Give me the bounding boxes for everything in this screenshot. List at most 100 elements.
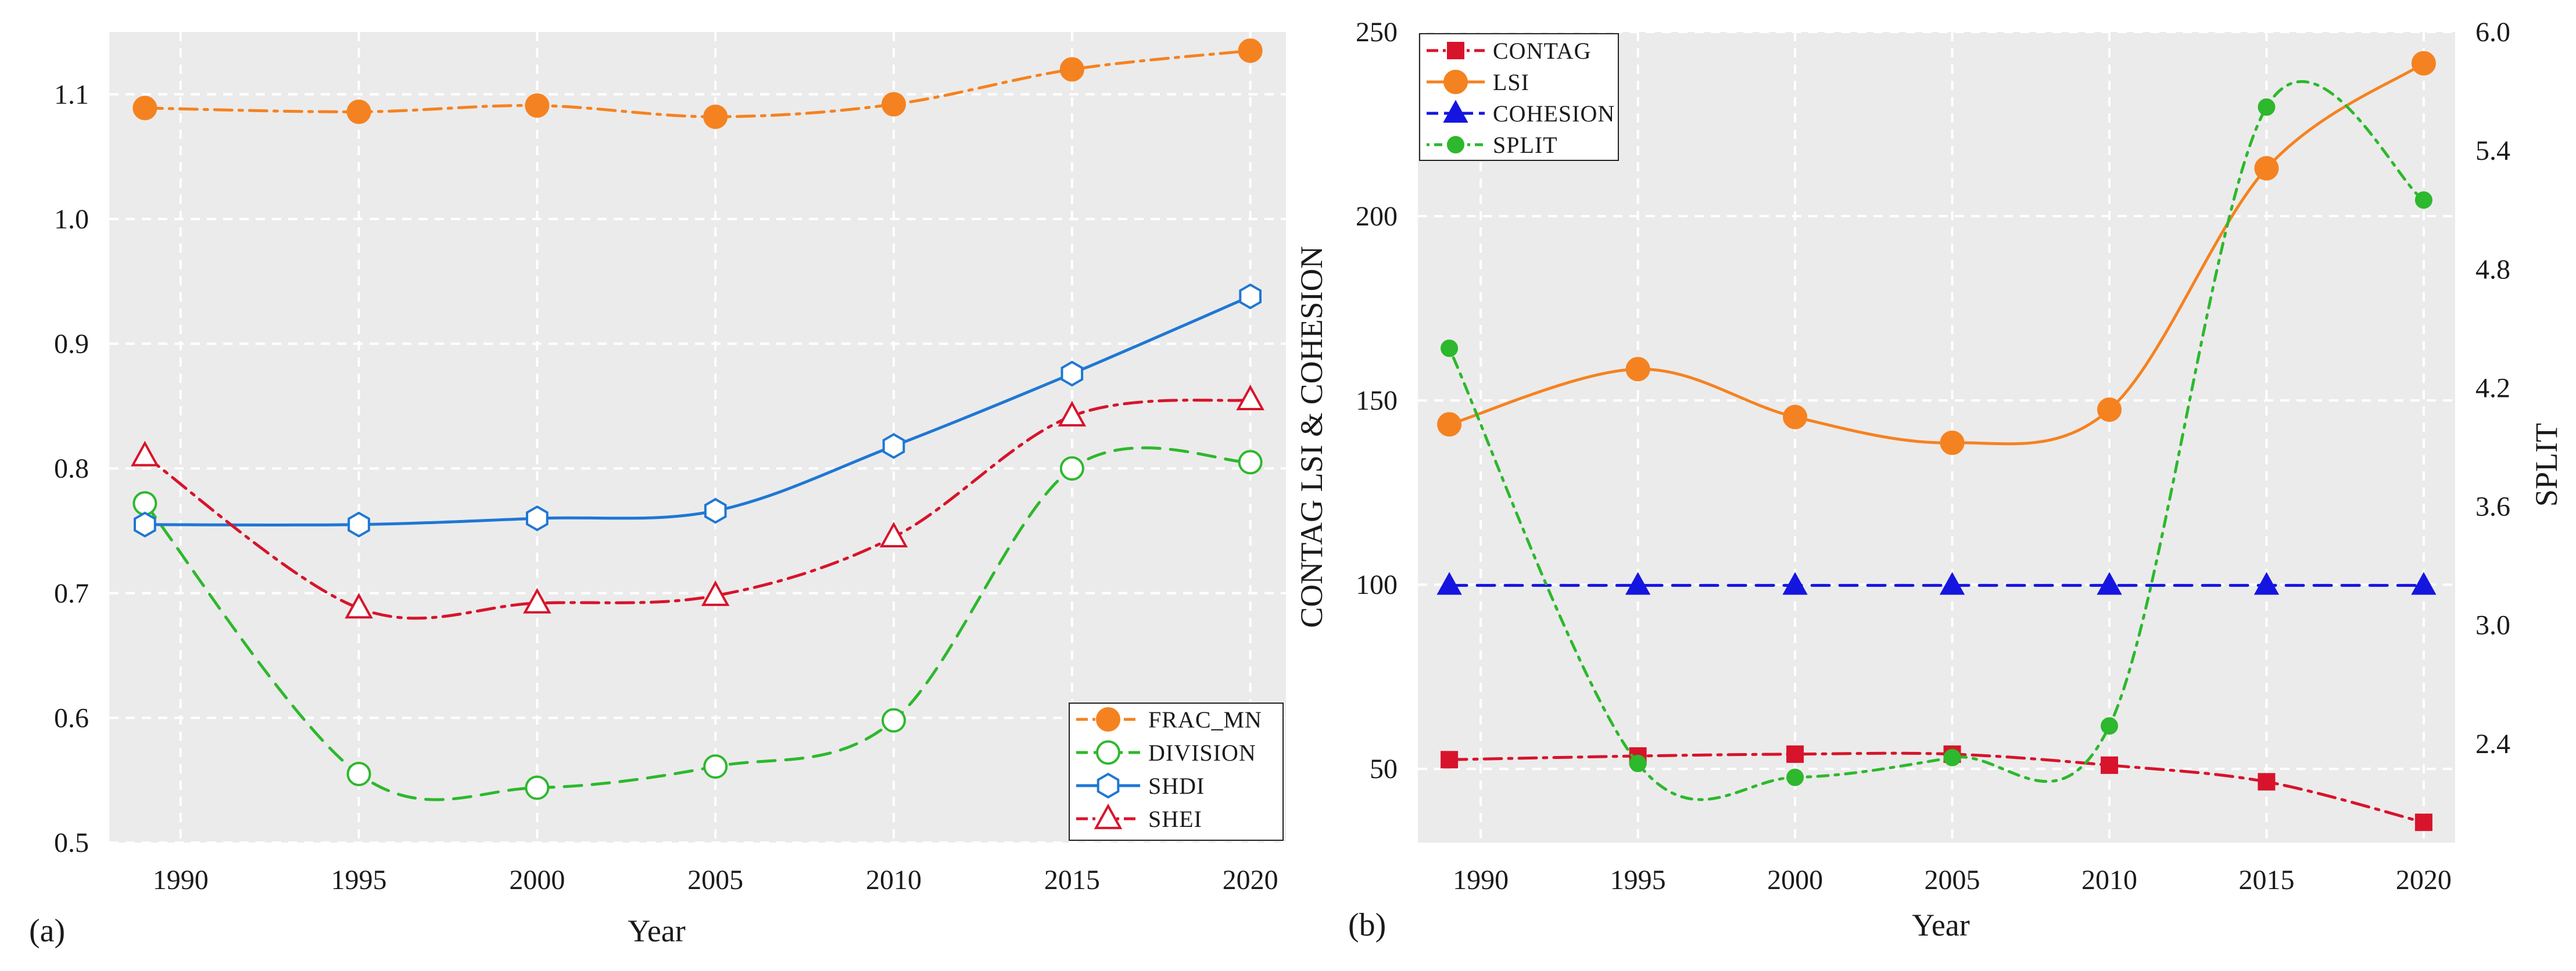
b-point-split-1989 <box>1441 339 1459 357</box>
b-point-split-1995 <box>1629 754 1647 772</box>
panel-b-label: (b) <box>1348 907 1386 943</box>
a-point-division-1995 <box>346 761 371 786</box>
b-x-tick-1990: 1990 <box>1453 865 1509 895</box>
panel-b-x-axis-title: Year <box>1912 908 1970 943</box>
a-point-shei-2015 <box>1058 400 1087 427</box>
b-right-y-tick-5-4: 5.4 <box>2475 135 2510 166</box>
a-y-tick-0-9: 0.9 <box>54 329 89 360</box>
panel-b-y-axis-title: CONTAG LSI & COHESION <box>1294 246 1329 628</box>
b-point-cohesion-2005 <box>1939 572 1965 595</box>
b-x-tick-2005: 2005 <box>1925 865 1980 895</box>
a-legend-marker-frac-mn <box>1096 707 1120 732</box>
b-point-cohesion-2010 <box>2097 572 2122 595</box>
a-x-tick-1995: 1995 <box>331 865 387 895</box>
panel-b-series <box>1436 51 2437 832</box>
b-y-tick-50: 50 <box>1370 754 1398 784</box>
a-y-tick-0-6: 0.6 <box>54 703 89 733</box>
a-point-division-1989 <box>132 491 157 516</box>
b-point-cohesion-1989 <box>1436 572 1462 595</box>
b-point-lsi-1989 <box>1437 412 1462 437</box>
b-point-lsi-2005 <box>1940 431 1965 456</box>
panel-a-x-axis-title: Year <box>628 913 686 948</box>
a-legend-label-frac-mn: FRAC_MN <box>1148 707 1262 733</box>
a-series-shdi <box>134 283 1262 538</box>
b-point-lsi-1995 <box>1625 357 1650 382</box>
b-point-lsi-2010 <box>2097 397 2122 422</box>
b-point-lsi-2015 <box>2254 156 2279 181</box>
a-y-tick-1-0: 1.0 <box>54 204 89 235</box>
b-point-contag-2010 <box>2101 756 2118 774</box>
b-point-contag-2000 <box>1786 745 1804 763</box>
a-point-frac-mn-2020 <box>1238 38 1263 63</box>
a-legend-marker-division <box>1096 740 1120 765</box>
b-x-tick-1995: 1995 <box>1610 865 1666 895</box>
a-point-shei-2010 <box>879 522 908 548</box>
a-point-shdi-2020 <box>1239 283 1262 310</box>
a-x-tick-2020: 2020 <box>1223 865 1278 895</box>
b-point-contag-2020 <box>2414 814 2432 832</box>
panel-a-series <box>131 38 1264 801</box>
a-point-shdi-2000 <box>526 505 549 532</box>
b-right-y-tick-6-0: 6.0 <box>2475 17 2510 48</box>
b-y-tick-150: 150 <box>1356 385 1398 416</box>
panel-b-y-tick-labels: 50 100 150 200 250 <box>1356 17 1398 784</box>
a-point-shdi-2010 <box>882 433 905 459</box>
a-point-division-2020 <box>1238 450 1263 475</box>
a-y-tick-1-1: 1.1 <box>54 79 89 110</box>
a-x-tick-2000: 2000 <box>509 865 565 895</box>
a-series-frac-mn <box>132 38 1263 129</box>
panel-a-label: (a) <box>29 913 65 949</box>
a-point-shdi-1989 <box>134 511 156 538</box>
b-right-y-tick-2-4: 2.4 <box>2475 729 2510 759</box>
b-point-cohesion-1995 <box>1625 572 1651 595</box>
a-point-division-2010 <box>882 708 906 733</box>
b-series-split <box>1441 80 2432 801</box>
a-legend-label-shei: SHEI <box>1148 806 1202 832</box>
b-y-tick-200: 200 <box>1356 201 1398 232</box>
b-legend-label-contag: CONTAG <box>1493 38 1591 64</box>
b-right-y-tick-3-6: 3.6 <box>2475 492 2510 522</box>
a-point-shei-2005 <box>701 580 730 606</box>
a-point-shdi-2005 <box>704 497 727 524</box>
a-x-tick-2015: 2015 <box>1044 865 1100 895</box>
b-legend-label-split: SPLIT <box>1493 132 1558 158</box>
a-point-frac-mn-1995 <box>346 99 371 124</box>
b-point-split-2020 <box>2414 191 2432 209</box>
panel-a-x-tick-labels: 1990 1995 2000 2005 2010 2015 2020 <box>153 865 1278 895</box>
a-legend-marker-shei <box>1094 803 1123 829</box>
b-point-split-2015 <box>2258 98 2276 116</box>
b-legend-label-cohesion: COHESION <box>1493 101 1615 127</box>
b-legend-marker-cohesion <box>1443 99 1468 123</box>
a-point-frac-mn-2005 <box>703 104 728 129</box>
a-point-division-2015 <box>1059 456 1084 481</box>
b-legend-marker-split <box>1447 136 1464 153</box>
b-point-cohesion-2000 <box>1782 572 1808 595</box>
b-point-contag-2015 <box>2258 773 2276 791</box>
b-legend-marker-lsi <box>1443 70 1468 94</box>
a-point-shdi-2015 <box>1061 360 1084 387</box>
a-point-shei-1995 <box>345 593 373 619</box>
a-legend-label-division: DIVISION <box>1148 740 1256 766</box>
panel-b-plot-area <box>1418 32 2455 843</box>
b-point-split-2010 <box>2101 717 2118 735</box>
a-x-tick-2005: 2005 <box>687 865 743 895</box>
b-point-cohesion-2020 <box>2411 572 2437 595</box>
a-y-tick-0-5: 0.5 <box>54 827 89 858</box>
a-x-tick-2010: 2010 <box>866 865 922 895</box>
b-y-tick-250: 250 <box>1356 17 1398 48</box>
panel-a: 0.5 0.6 0.7 0.8 0.9 1.0 1.1 1990 1995 2000 2005 20… <box>29 32 1286 949</box>
panel-b-right-y-tick-labels: 2.4 3.0 3.6 4.2 4.8 5.4 6.0 <box>2475 17 2510 759</box>
a-point-shdi-1995 <box>347 511 370 538</box>
panel-b-right-y-axis-title: SPLIT <box>2529 423 2564 507</box>
b-right-y-tick-4-2: 4.2 <box>2475 372 2510 403</box>
a-series-division <box>132 446 1263 801</box>
panel-a-grid <box>109 32 1286 844</box>
a-point-frac-mn-1989 <box>132 95 157 120</box>
b-right-y-tick-3-0: 3.0 <box>2475 610 2510 641</box>
panel-b-grid <box>1418 31 2455 843</box>
a-series-shei <box>131 384 1264 620</box>
b-legend-label-lsi: LSI <box>1493 69 1529 95</box>
b-point-lsi-2020 <box>2411 51 2436 76</box>
a-legend-marker-shdi <box>1097 772 1120 799</box>
